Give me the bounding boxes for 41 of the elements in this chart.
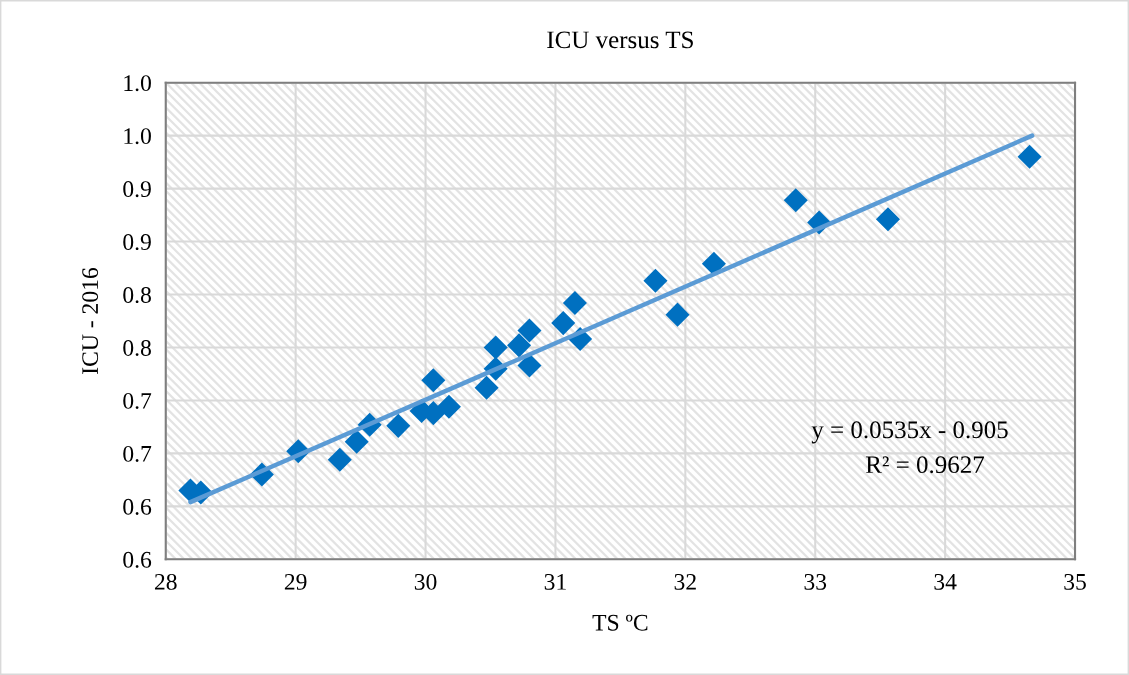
point [665, 302, 690, 327]
y-tick-label: 0.8 [123, 287, 151, 304]
point [327, 447, 352, 472]
x-axis-title: TS ºC [592, 614, 648, 631]
y-tick-label: 1.0 [124, 75, 151, 92]
point [517, 318, 542, 343]
point [436, 394, 461, 419]
point [421, 368, 446, 393]
y-tick-label: 0.6 [123, 551, 152, 568]
point [783, 188, 808, 213]
point [643, 268, 668, 293]
annotation: y = 0.0535x - 0.905 [811, 421, 1008, 444]
x-tick-label: 35 [1064, 573, 1086, 590]
point [551, 311, 576, 336]
chart-title: ICU versus TS [547, 31, 693, 49]
x-tick-label: 32 [674, 573, 696, 590]
y-tick-label: 0.6 [123, 498, 152, 515]
point [474, 375, 499, 400]
x-tick-label: 30 [414, 573, 437, 590]
point [517, 353, 542, 378]
point [701, 251, 726, 276]
y-tick-label: 0.7 [123, 392, 152, 409]
y-tick-label: 1.0 [124, 128, 151, 145]
x-tick-label: 31 [544, 573, 566, 590]
point [344, 429, 369, 454]
y-tick-label: 0.9 [123, 234, 151, 251]
point [483, 335, 508, 360]
x-tick-label: 34 [934, 573, 957, 590]
y-tick-label: 0.9 [123, 181, 151, 198]
y-tick-label: 0.7 [123, 445, 152, 462]
x-tick-label: 28 [154, 573, 177, 590]
point [386, 413, 411, 438]
x-tick-label: 29 [284, 573, 307, 590]
y-axis-title: ICU - 2016 [82, 267, 99, 374]
point [507, 333, 532, 358]
point [1017, 144, 1042, 169]
point [562, 290, 587, 316]
x-tick-label: 33 [804, 573, 827, 590]
point [875, 207, 901, 232]
annotation: R² = 0.9627 [865, 456, 985, 474]
y-tick-label: 0.8 [123, 339, 151, 356]
